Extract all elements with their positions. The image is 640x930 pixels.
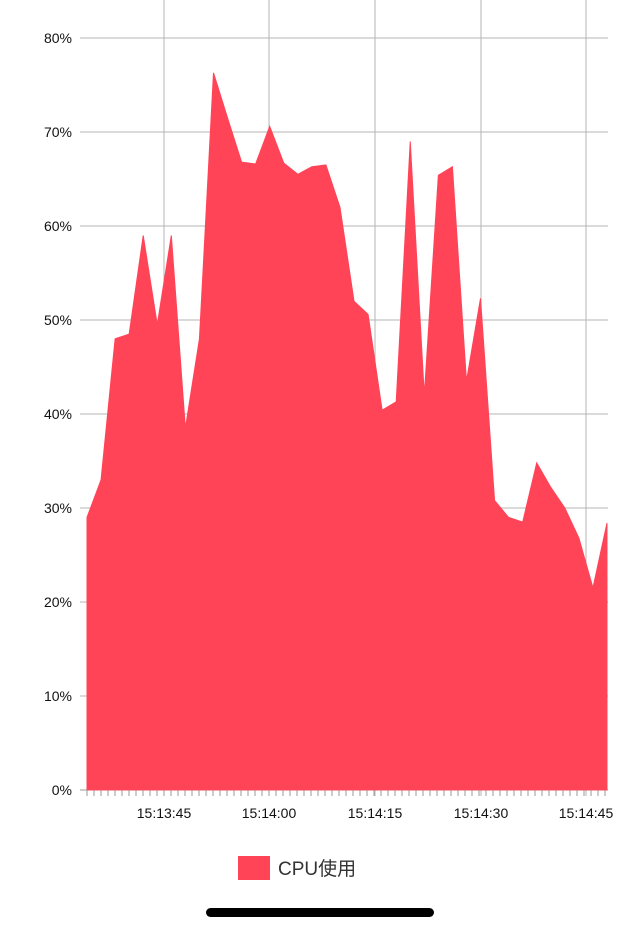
legend-label: CPU使用 — [278, 859, 357, 880]
data-point — [171, 235, 172, 236]
data-point — [269, 126, 270, 127]
x-tick-label: 15:14:00 — [242, 805, 297, 821]
data-point — [550, 487, 551, 488]
data-point — [199, 338, 200, 339]
data-point — [87, 517, 88, 518]
y-tick-label: 30% — [44, 500, 72, 516]
data-point — [522, 522, 523, 523]
data-point — [564, 508, 565, 509]
series-area-layer — [86, 72, 608, 791]
data-point — [424, 395, 425, 396]
data-point — [607, 523, 608, 524]
axes: 0% 10% 20% 30% 40% 50% 60% 70% 80% 15:13:45 15:14:… — [44, 30, 613, 821]
data-point — [592, 587, 593, 588]
y-tick-label: 10% — [44, 688, 72, 704]
y-tick-label: 80% — [44, 30, 72, 46]
data-point — [466, 381, 467, 382]
data-point — [255, 163, 256, 164]
data-point — [185, 428, 186, 429]
cpu-usage-area-chart: 0% 10% 20% 30% 40% 50% 60% 70% 80% 15:13:45 15:14:… — [44, 0, 613, 821]
data-point — [115, 338, 116, 339]
data-point — [578, 538, 579, 539]
data-point — [382, 410, 383, 411]
data-point — [480, 298, 481, 299]
y-tick-label: 0% — [52, 782, 72, 798]
x-tick-label: 15:14:15 — [348, 805, 403, 821]
home-indicator[interactable] — [206, 908, 434, 917]
data-point — [325, 164, 326, 165]
data-point — [143, 235, 144, 236]
cpu-usage-area — [86, 72, 608, 791]
data-point — [241, 162, 242, 163]
x-tick-label: 15:13:45 — [137, 805, 192, 821]
data-point — [283, 163, 284, 164]
data-point — [227, 117, 228, 118]
data-point — [129, 334, 130, 335]
data-point — [354, 301, 355, 302]
data-point — [213, 72, 214, 73]
legend[interactable]: CPU使用 — [238, 854, 356, 881]
data-point — [396, 401, 397, 402]
x-tick-label: 15:14:45 — [559, 805, 614, 821]
legend-swatch — [238, 855, 270, 880]
data-point — [536, 462, 537, 463]
data-point — [297, 174, 298, 175]
data-point — [101, 479, 102, 480]
data-point — [368, 314, 369, 315]
y-tick-label: 60% — [44, 218, 72, 234]
data-point — [452, 166, 453, 167]
y-tick-label: 70% — [44, 124, 72, 140]
data-point — [311, 166, 312, 167]
data-point — [438, 175, 439, 176]
y-tick-label: 50% — [44, 312, 72, 328]
data-point — [157, 324, 158, 325]
y-tick-label: 20% — [44, 594, 72, 610]
data-point — [508, 517, 509, 518]
data-point — [494, 500, 495, 501]
y-tick-label: 40% — [44, 406, 72, 422]
x-tick-label: 15:14:30 — [454, 805, 509, 821]
data-point — [410, 141, 411, 142]
data-point — [339, 207, 340, 208]
